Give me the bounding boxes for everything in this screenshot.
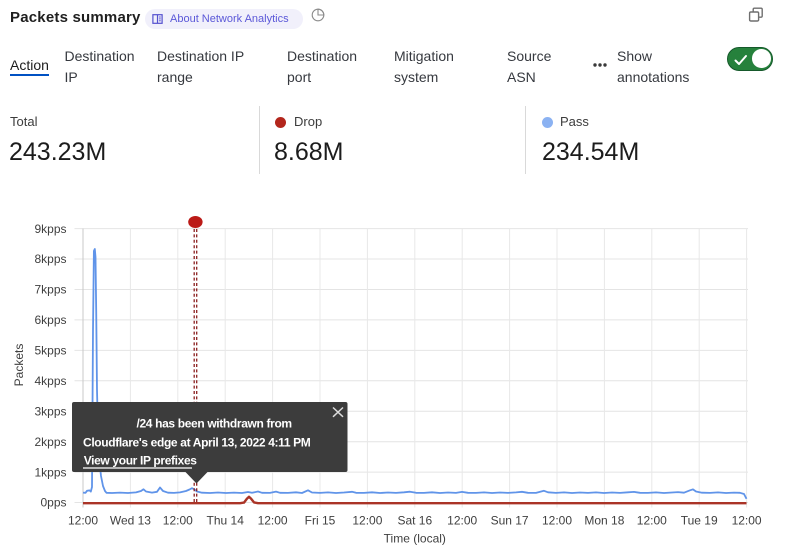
svg-text:Packets: Packets xyxy=(12,344,26,387)
svg-text:12:00: 12:00 xyxy=(163,514,193,528)
svg-text:6kpps: 6kpps xyxy=(34,313,66,327)
svg-text:Sun 17: Sun 17 xyxy=(491,514,529,528)
svg-text:12:00: 12:00 xyxy=(732,514,762,528)
svg-text:Sat 16: Sat 16 xyxy=(397,514,432,528)
svg-text:9kpps: 9kpps xyxy=(34,222,66,236)
svg-text:Fri 15: Fri 15 xyxy=(305,514,336,528)
svg-text:12:00: 12:00 xyxy=(637,514,667,528)
svg-text:12:00: 12:00 xyxy=(352,514,382,528)
svg-text:0pps: 0pps xyxy=(40,496,66,510)
svg-text:7kpps: 7kpps xyxy=(34,283,66,297)
svg-text:Cloudflare's edge at April 13,: Cloudflare's edge at April 13, 2022 4:11… xyxy=(83,436,311,450)
svg-text:Thu 14: Thu 14 xyxy=(207,514,245,528)
svg-text:2kpps: 2kpps xyxy=(34,435,66,449)
svg-text:View your IP prefixes: View your IP prefixes xyxy=(84,454,198,468)
svg-text:Mon 18: Mon 18 xyxy=(584,514,624,528)
svg-text:12:00: 12:00 xyxy=(258,514,288,528)
svg-text:8kpps: 8kpps xyxy=(34,252,66,266)
svg-text:3kpps: 3kpps xyxy=(34,404,66,418)
svg-text:Tue 19: Tue 19 xyxy=(681,514,718,528)
svg-text:12:00: 12:00 xyxy=(542,514,572,528)
svg-text:12:00: 12:00 xyxy=(447,514,477,528)
svg-text:5kpps: 5kpps xyxy=(34,344,66,358)
svg-text:Wed 13: Wed 13 xyxy=(110,514,151,528)
svg-text:4kpps: 4kpps xyxy=(34,374,66,388)
svg-text:Time (local): Time (local) xyxy=(384,532,446,546)
svg-text:12:00: 12:00 xyxy=(68,514,98,528)
svg-text:/24 has been withdrawn from: /24 has been withdrawn from xyxy=(137,417,292,431)
svg-text:1kpps: 1kpps xyxy=(34,465,66,479)
